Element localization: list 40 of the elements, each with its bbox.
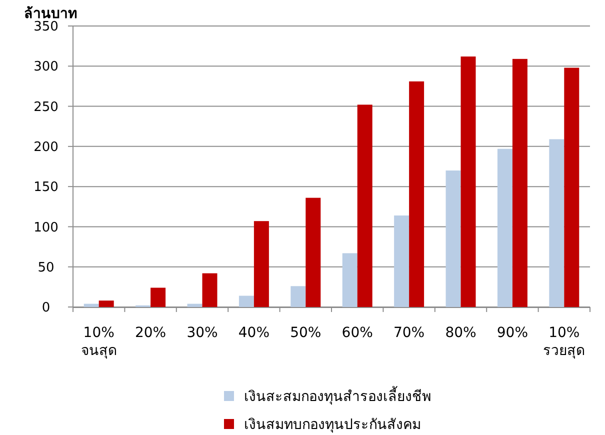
bar [357, 104, 372, 307]
bar [254, 221, 269, 307]
bar [150, 288, 166, 307]
x-tick-label: 40% [238, 325, 270, 341]
bar [394, 215, 410, 307]
y-tick-label: 0 [42, 300, 50, 316]
y-tick-label: 200 [34, 140, 58, 155]
bar [84, 304, 99, 307]
legend-label: เงินสมทบกองทุนประกันสังคม [244, 416, 421, 433]
y-tick-label: 100 [34, 220, 58, 236]
y-tick-label: 250 [34, 100, 58, 115]
bar [460, 56, 476, 307]
y-tick-label: 50 [38, 260, 54, 276]
bar [446, 170, 461, 307]
y-tick-label: 350 [34, 20, 58, 35]
bar [306, 198, 321, 307]
x-tick-label: 10% จนสุด [80, 325, 117, 359]
x-tick-label: 80% [445, 325, 476, 341]
x-tick-label: 90% [496, 325, 528, 341]
bar [98, 300, 114, 307]
bar [290, 286, 306, 307]
y-tick-label: 150 [34, 180, 58, 196]
bar [497, 148, 512, 307]
x-tick-label: 60% [342, 325, 373, 341]
bar [409, 81, 424, 307]
bar [202, 273, 218, 307]
y-tick-label: 300 [34, 60, 58, 75]
bar [187, 304, 202, 307]
x-tick-label: 20% [134, 325, 166, 341]
x-tick-label: 70% [393, 325, 425, 341]
bar [238, 296, 254, 307]
y-axis-title: ล้านบาท [24, 6, 77, 22]
bar [549, 139, 564, 307]
bar [512, 58, 528, 307]
bar [564, 68, 580, 307]
legend-label: เงินสะสมกองทุนสำรองเลี้ยงชีพ [244, 386, 431, 405]
x-tick-label: 50% [290, 325, 322, 341]
x-tick-label: 10% รวยสุด [543, 325, 586, 359]
x-tick-label: 30% [186, 325, 218, 341]
bar [342, 253, 358, 307]
